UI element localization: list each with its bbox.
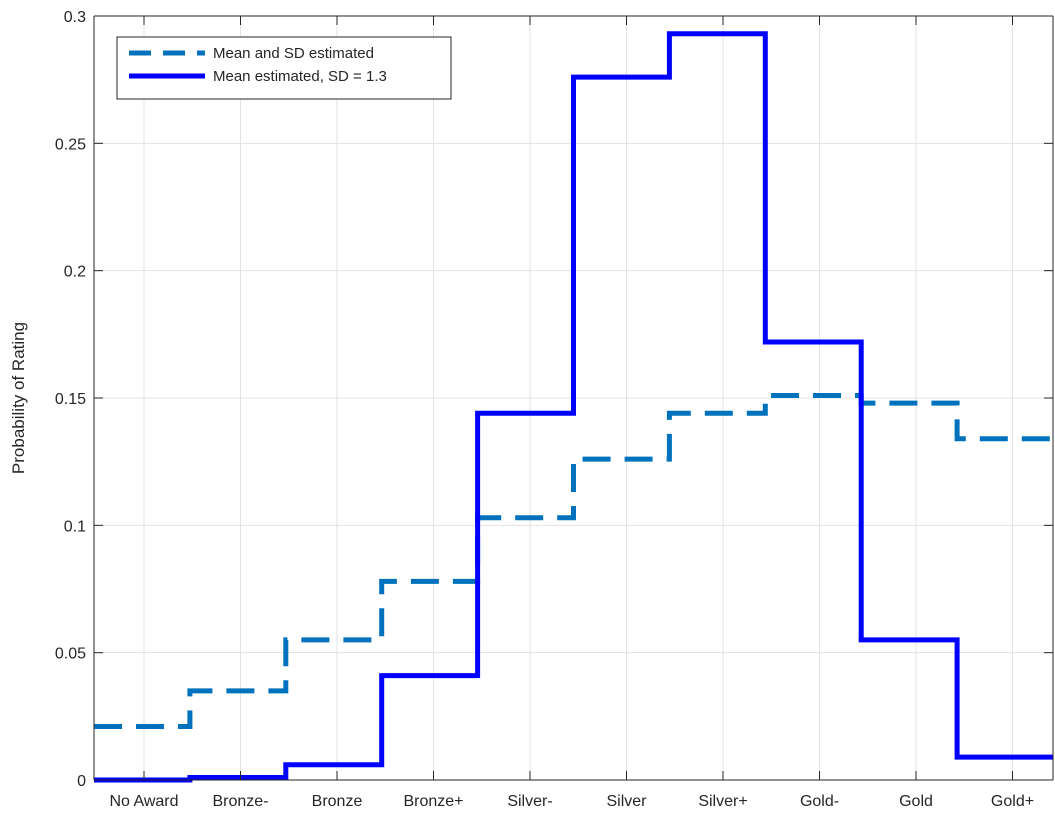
y-tick-label: 0.3: [64, 9, 86, 26]
y-tick-label: 0.15: [55, 391, 86, 408]
x-tick-label: Gold+: [991, 793, 1034, 810]
tick-labels: 0 0.05 0.1 0.15 0.2 0.25 0.3 No Award Bronze- Bro…: [55, 9, 1034, 810]
series-layer: [94, 31, 1053, 783]
x-tick-label: Bronze+: [403, 793, 463, 810]
y-tick-label: 0.25: [55, 136, 86, 153]
x-tick-label: Bronze-: [212, 793, 268, 810]
legend-entry-1: Mean and SD estimated: [213, 45, 374, 62]
y-axis-label: Probability of Rating: [9, 322, 28, 474]
series-line-2: [94, 31, 1053, 783]
x-tick-label: Silver-: [507, 793, 552, 810]
legend: Mean and SD estimated Mean estimated, SD …: [116, 36, 452, 100]
x-tick-label: Gold: [899, 793, 933, 810]
x-tick-label: Bronze: [312, 793, 363, 810]
x-tick-label: Silver+: [698, 793, 747, 810]
y-tick-label: 0.05: [55, 646, 86, 663]
series-line-1: [94, 393, 1053, 729]
x-tick-label: No Award: [109, 793, 178, 810]
axes: [93, 15, 1054, 781]
y-tick-label: 0.2: [64, 264, 86, 281]
y-tick-label: 0.1: [64, 518, 86, 535]
legend-box: [116, 36, 452, 100]
x-tick-label: Silver: [606, 793, 647, 810]
x-tick-label: Gold-: [800, 793, 839, 810]
y-tick-label: 0: [77, 773, 86, 790]
legend-entry-2: Mean estimated, SD = 1.3: [213, 68, 387, 85]
